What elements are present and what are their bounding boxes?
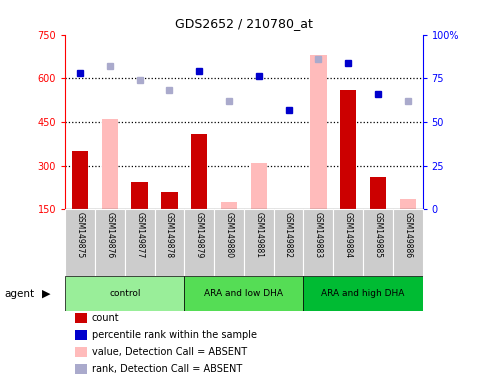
Text: GSM149880: GSM149880 <box>225 212 233 258</box>
Bar <box>310 55 327 209</box>
Bar <box>221 202 237 209</box>
Bar <box>155 209 185 276</box>
Bar <box>185 209 214 276</box>
Bar <box>274 209 303 276</box>
Bar <box>191 134 207 209</box>
Text: ARA and low DHA: ARA and low DHA <box>204 289 284 298</box>
Bar <box>340 90 356 209</box>
Bar <box>65 276 185 311</box>
Text: ARA and high DHA: ARA and high DHA <box>321 289 405 298</box>
Text: GSM149878: GSM149878 <box>165 212 174 258</box>
Bar <box>399 199 416 209</box>
Bar <box>333 209 363 276</box>
Bar <box>363 209 393 276</box>
Bar <box>303 276 423 311</box>
Text: count: count <box>92 313 119 323</box>
Text: GSM149885: GSM149885 <box>373 212 383 258</box>
Bar <box>393 209 423 276</box>
Bar <box>303 209 333 276</box>
Bar <box>65 209 95 276</box>
Bar <box>72 151 88 209</box>
Text: GSM149877: GSM149877 <box>135 212 144 258</box>
Text: GSM149875: GSM149875 <box>76 212 85 258</box>
Bar <box>251 163 267 209</box>
Bar <box>281 209 297 250</box>
Text: value, Detection Call = ABSENT: value, Detection Call = ABSENT <box>92 347 247 357</box>
Text: GSM149884: GSM149884 <box>344 212 353 258</box>
Bar <box>125 209 155 276</box>
Text: ▶: ▶ <box>42 289 50 299</box>
Text: GSM149883: GSM149883 <box>314 212 323 258</box>
Text: GSM149879: GSM149879 <box>195 212 204 258</box>
Text: GSM149882: GSM149882 <box>284 212 293 258</box>
Text: GSM149881: GSM149881 <box>255 212 263 258</box>
Bar <box>244 209 274 276</box>
Text: control: control <box>109 289 141 298</box>
Text: rank, Detection Call = ABSENT: rank, Detection Call = ABSENT <box>92 364 242 374</box>
Text: percentile rank within the sample: percentile rank within the sample <box>92 330 257 340</box>
Bar <box>161 192 178 209</box>
Bar <box>95 209 125 276</box>
Bar <box>370 177 386 209</box>
Bar <box>214 209 244 276</box>
Text: GSM149876: GSM149876 <box>105 212 114 258</box>
Text: GDS2652 / 210780_at: GDS2652 / 210780_at <box>175 17 313 30</box>
Bar <box>102 119 118 209</box>
Text: GSM149886: GSM149886 <box>403 212 412 258</box>
Text: agent: agent <box>5 289 35 299</box>
Bar <box>131 182 148 209</box>
Bar <box>185 276 303 311</box>
